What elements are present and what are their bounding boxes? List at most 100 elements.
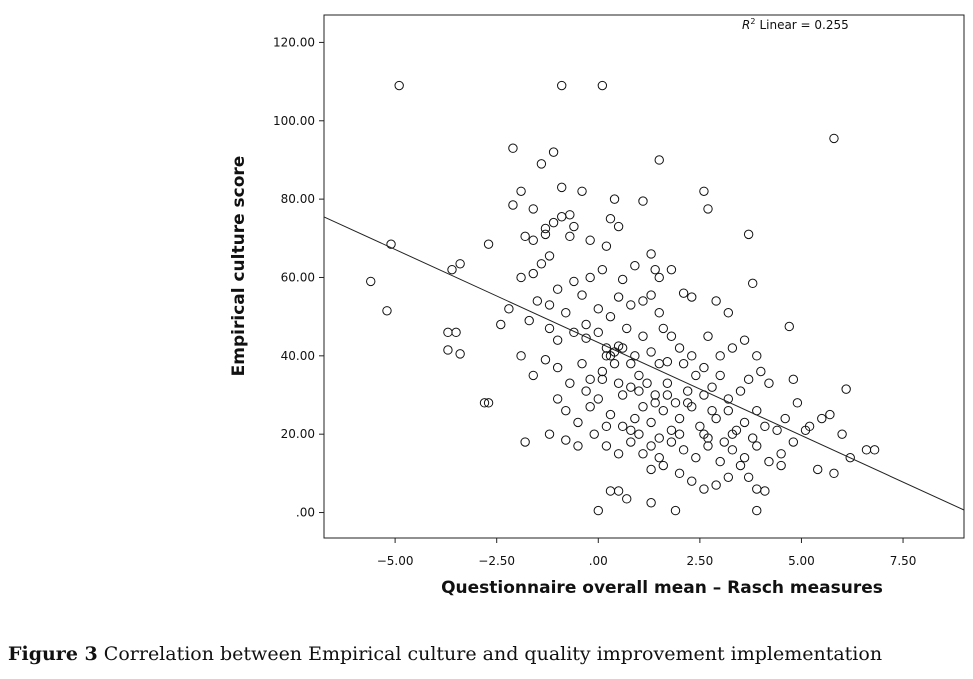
data-point xyxy=(829,468,839,479)
data-point xyxy=(646,464,656,475)
data-point xyxy=(658,460,669,471)
data-point xyxy=(739,335,750,345)
data-point xyxy=(520,231,530,242)
data-point xyxy=(532,296,543,306)
data-point xyxy=(443,327,453,338)
y-axis-title: Empirical culture score xyxy=(229,156,249,377)
data-point xyxy=(617,421,628,432)
data-point xyxy=(752,351,762,361)
data-point xyxy=(674,429,685,439)
data-point xyxy=(528,235,538,245)
data-point xyxy=(711,480,721,490)
data-point xyxy=(544,429,555,439)
data-point xyxy=(589,429,599,439)
data-point xyxy=(678,358,689,369)
data-point xyxy=(646,441,656,451)
data-point xyxy=(557,80,567,91)
data-point xyxy=(727,429,738,439)
data-point xyxy=(540,229,551,240)
data-point xyxy=(788,374,799,385)
data-point xyxy=(739,417,750,428)
data-point xyxy=(630,351,640,361)
data-point xyxy=(504,304,514,314)
data-point xyxy=(601,351,612,361)
data-point xyxy=(674,468,685,479)
data-point xyxy=(516,272,526,283)
data-point xyxy=(508,200,518,210)
data-point xyxy=(613,221,624,232)
data-point xyxy=(516,351,526,361)
data-point xyxy=(752,441,762,451)
data-point xyxy=(699,362,709,373)
data-point xyxy=(613,486,624,496)
data-point xyxy=(662,378,673,388)
data-point xyxy=(682,398,693,408)
data-point xyxy=(597,374,608,385)
data-point xyxy=(626,382,636,392)
data-point xyxy=(666,425,677,435)
data-point xyxy=(548,147,559,157)
data-point xyxy=(772,425,782,435)
data-point xyxy=(813,464,823,475)
data-point xyxy=(585,272,595,283)
data-point xyxy=(451,327,461,338)
data-point xyxy=(646,498,656,508)
data-point xyxy=(565,231,575,242)
x-tick-label: .00 xyxy=(589,554,608,568)
data-point xyxy=(479,398,490,408)
data-point xyxy=(622,494,632,504)
data-point xyxy=(650,398,660,408)
data-point xyxy=(735,460,746,471)
data-point xyxy=(536,159,547,169)
data-point xyxy=(719,437,729,447)
data-point xyxy=(727,343,738,353)
y-tick-label: 60.00 xyxy=(281,270,315,284)
data-point xyxy=(617,274,628,285)
data-point xyxy=(496,319,506,330)
data-point xyxy=(687,476,697,486)
data-point xyxy=(723,472,734,482)
data-point xyxy=(593,304,603,314)
data-point xyxy=(601,421,612,432)
data-point xyxy=(455,349,465,359)
data-point xyxy=(597,80,608,91)
data-point xyxy=(723,405,734,416)
r2-label: R2 Linear = 0.255 xyxy=(742,17,849,32)
data-point xyxy=(524,315,534,326)
data-point xyxy=(715,456,725,467)
data-point xyxy=(642,378,652,388)
data-point xyxy=(528,204,538,214)
data-point xyxy=(638,331,648,341)
data-point xyxy=(650,264,660,275)
data-point xyxy=(670,505,681,516)
data-point xyxy=(552,284,563,294)
data-point xyxy=(715,370,725,381)
data-point xyxy=(654,452,664,463)
data-point xyxy=(752,505,762,516)
data-points xyxy=(366,80,880,516)
data-point xyxy=(577,290,587,300)
data-point xyxy=(654,272,664,283)
data-point xyxy=(674,413,685,424)
data-point xyxy=(394,80,404,91)
data-point xyxy=(634,429,644,439)
data-point xyxy=(516,186,526,196)
data-point xyxy=(638,296,648,306)
data-point xyxy=(540,355,551,365)
data-point xyxy=(508,143,518,153)
data-point xyxy=(776,460,786,471)
x-axis-title: Questionnaire overall mean – Rasch measu… xyxy=(441,578,883,598)
data-point xyxy=(548,217,559,228)
data-point xyxy=(687,351,697,361)
data-point xyxy=(528,370,538,381)
data-point xyxy=(447,264,457,275)
data-point xyxy=(601,241,612,251)
data-point xyxy=(682,386,693,396)
data-point xyxy=(658,323,669,334)
linear-fit-line xyxy=(323,216,965,511)
data-point xyxy=(747,433,758,443)
data-point xyxy=(800,425,811,435)
data-point xyxy=(593,394,603,404)
data-point xyxy=(552,362,563,373)
data-point xyxy=(552,335,563,345)
